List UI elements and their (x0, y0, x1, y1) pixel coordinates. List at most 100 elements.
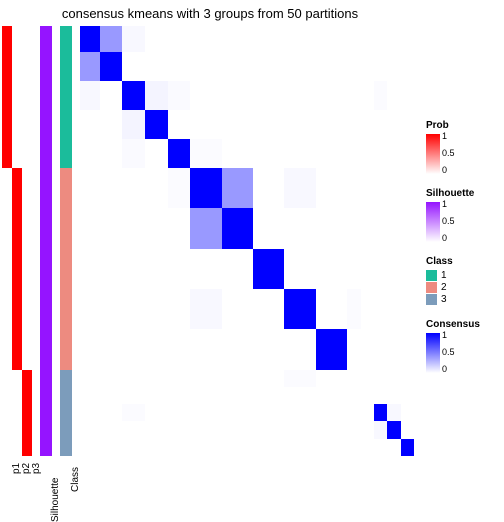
heatmap-cell (316, 329, 347, 369)
heatmap-cell (253, 439, 284, 456)
legend-ticks: 10.50 (442, 202, 472, 242)
heatmap-cell (80, 249, 100, 289)
heatmap-cell (190, 387, 221, 404)
heatmap-cell (190, 81, 221, 110)
heatmap-cell (361, 329, 374, 369)
heatmap-cell (374, 404, 387, 421)
plot-area (0, 26, 420, 456)
heatmap-cell (222, 110, 253, 139)
heatmap-cell (253, 289, 284, 329)
heatmap-cell (222, 421, 253, 438)
heatmap-cell (361, 81, 374, 110)
legend-Prob: Prob10.50 (426, 120, 502, 174)
heatmap-cell (222, 404, 253, 421)
heatmap-cell (222, 208, 253, 248)
annotation-Silhouette (40, 26, 52, 456)
heatmap-cell (284, 404, 315, 421)
heatmap-cell (253, 110, 284, 139)
heatmap-cell (145, 421, 168, 438)
heatmap-cell (190, 404, 221, 421)
heatmap-cell (401, 110, 414, 139)
heatmap-cell (347, 139, 360, 168)
heatmap-cell (145, 26, 168, 52)
heatmap-cell (222, 249, 253, 289)
legend-tick: 1 (442, 132, 447, 141)
heatmap-cell (190, 52, 221, 81)
legend-gradient (426, 333, 440, 373)
heatmap-cell (374, 139, 387, 168)
heatmap-cell (401, 168, 414, 208)
legend-title: Class (426, 256, 502, 267)
heatmap-cell (401, 249, 414, 289)
legend-swatch (426, 282, 437, 293)
heatmap-cell (122, 110, 145, 139)
heatmap-cell (190, 168, 221, 208)
legend-gradient (426, 202, 440, 242)
heatmap-cell (100, 421, 123, 438)
heatmap-cell (168, 26, 191, 52)
heatmap-cell (374, 249, 387, 289)
heatmap-cell (284, 249, 315, 289)
heatmap-cell (316, 110, 347, 139)
heatmap-cell (284, 208, 315, 248)
heatmap-cell (361, 249, 374, 289)
heatmap-cell (80, 387, 100, 404)
heatmap-cell (100, 404, 123, 421)
heatmap-cell (316, 289, 347, 329)
heatmap-cell (122, 168, 145, 208)
heatmap-cell (387, 439, 400, 456)
legend-Silhouette: Silhouette 10.50 (426, 188, 502, 242)
legend-item: 1 (426, 270, 502, 281)
heatmap-cell (122, 370, 145, 387)
annotation-segment (40, 168, 52, 370)
chart-title: consensus kmeans with 3 groups from 50 p… (0, 6, 420, 21)
heatmap-cell (387, 168, 400, 208)
heatmap-cell (122, 139, 145, 168)
heatmap-cell (401, 208, 414, 248)
heatmap-cell (316, 370, 347, 387)
heatmap-cell (347, 168, 360, 208)
heatmap-cell (253, 404, 284, 421)
legend-title: Silhouette (426, 188, 502, 199)
heatmap-cell (253, 249, 284, 289)
heatmap-cell (122, 289, 145, 329)
legend-label: 2 (441, 282, 447, 293)
heatmap-cell (100, 26, 123, 52)
legend-tick: 1 (442, 331, 447, 340)
heatmap-cell (190, 289, 221, 329)
legend-swatch (426, 270, 437, 281)
heatmap-cell (122, 421, 145, 438)
heatmap-cell (387, 421, 400, 438)
heatmap-cell (122, 26, 145, 52)
heatmap-cell (374, 370, 387, 387)
heatmap-cell (347, 329, 360, 369)
heatmap-cell (122, 404, 145, 421)
heatmap-cell (361, 387, 374, 404)
legend-title: Consensus (426, 319, 502, 330)
heatmap-cell (284, 387, 315, 404)
annotation-segment (12, 168, 22, 370)
annotation-p1 (2, 26, 12, 456)
legend-Consensus: Consensus 10.50 (426, 319, 502, 373)
legend-ticks: 10.50 (442, 333, 472, 373)
heatmap-cell (168, 208, 191, 248)
heatmap-cell (401, 404, 414, 421)
heatmap-cell (100, 289, 123, 329)
annotation-segment (60, 168, 72, 370)
heatmap-cell (347, 26, 360, 52)
heatmap-cell (168, 387, 191, 404)
heatmap-cell (374, 168, 387, 208)
heatmap-cell (168, 139, 191, 168)
heatmap-cell (316, 26, 347, 52)
heatmap-cell (100, 439, 123, 456)
legend-tick: 0 (442, 365, 447, 374)
annotation-segment (2, 26, 12, 168)
annotation-p2 (12, 26, 22, 456)
heatmap-cell (145, 249, 168, 289)
annotation-segment (2, 168, 12, 370)
heatmap-cell (253, 370, 284, 387)
heatmap-cell (387, 81, 400, 110)
heatmap-cell (190, 439, 221, 456)
heatmap-cell (253, 81, 284, 110)
heatmap-cell (222, 139, 253, 168)
